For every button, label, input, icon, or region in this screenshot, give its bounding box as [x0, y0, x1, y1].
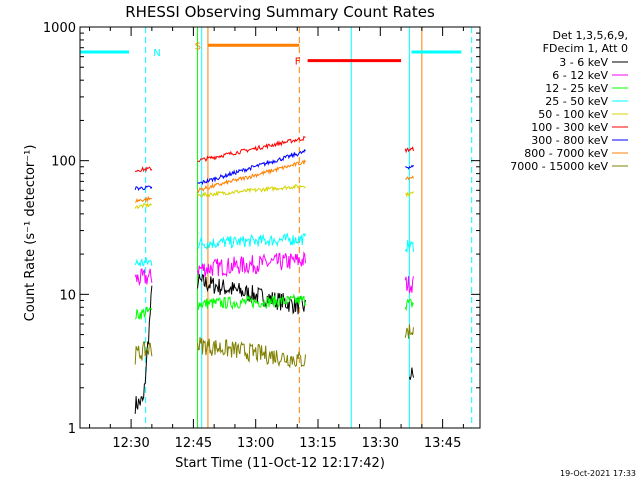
x-tick-label: 12:30 [112, 436, 149, 451]
annotation-label: F [295, 57, 301, 68]
series-line [134, 251, 414, 294]
legend-header: Det 1,3,5,6,9, [552, 29, 628, 42]
x-tick-label: 12:45 [175, 436, 212, 451]
series-line [134, 293, 414, 320]
x-tick-label: 13:15 [299, 436, 336, 451]
x-axis-label: Start Time (11-Oct-12 12:17:42) [175, 456, 385, 471]
series-line [134, 148, 414, 191]
x-tick-label: 13:30 [362, 436, 399, 451]
y-axis-label: Count Rate (s⁻¹ detector⁻¹) [23, 145, 38, 322]
legend-entry: 50 - 100 keV [538, 108, 608, 121]
series-line [134, 273, 414, 414]
series-line [134, 184, 414, 210]
annotation-label: N [153, 48, 160, 59]
legend-entry: 7000 - 15000 keV [510, 160, 608, 173]
legend-entry: 12 - 25 keV [545, 82, 608, 95]
legend-header: FDecim 1, Att 0 [543, 42, 628, 55]
series-line [134, 135, 414, 173]
footer-timestamp: 19-Oct-2021 17:33 [560, 469, 636, 478]
legend-entry: 800 - 7000 keV [524, 147, 608, 160]
annotation-label: S [195, 41, 201, 52]
legend-entry: 3 - 6 keV [559, 56, 608, 69]
plot-frame [79, 26, 481, 429]
y-tick-label: 1 [68, 422, 76, 437]
series-line [134, 232, 414, 267]
chart-title: RHESSI Observing Summary Count Rates [125, 3, 435, 21]
legend-entry: 25 - 50 keV [545, 95, 608, 108]
x-tick-label: 13:45 [424, 436, 461, 451]
legend-entry: 300 - 800 keV [531, 134, 608, 147]
y-tick-label: 100 [51, 155, 76, 170]
legend-entry: 100 - 300 keV [531, 121, 608, 134]
x-tick-label: 13:00 [237, 436, 274, 451]
legend-entry: 6 - 12 keV [552, 69, 608, 82]
series-line [134, 159, 414, 203]
y-tick-label: 1000 [43, 21, 76, 36]
y-tick-label: 10 [59, 288, 76, 303]
series-line [134, 324, 414, 369]
